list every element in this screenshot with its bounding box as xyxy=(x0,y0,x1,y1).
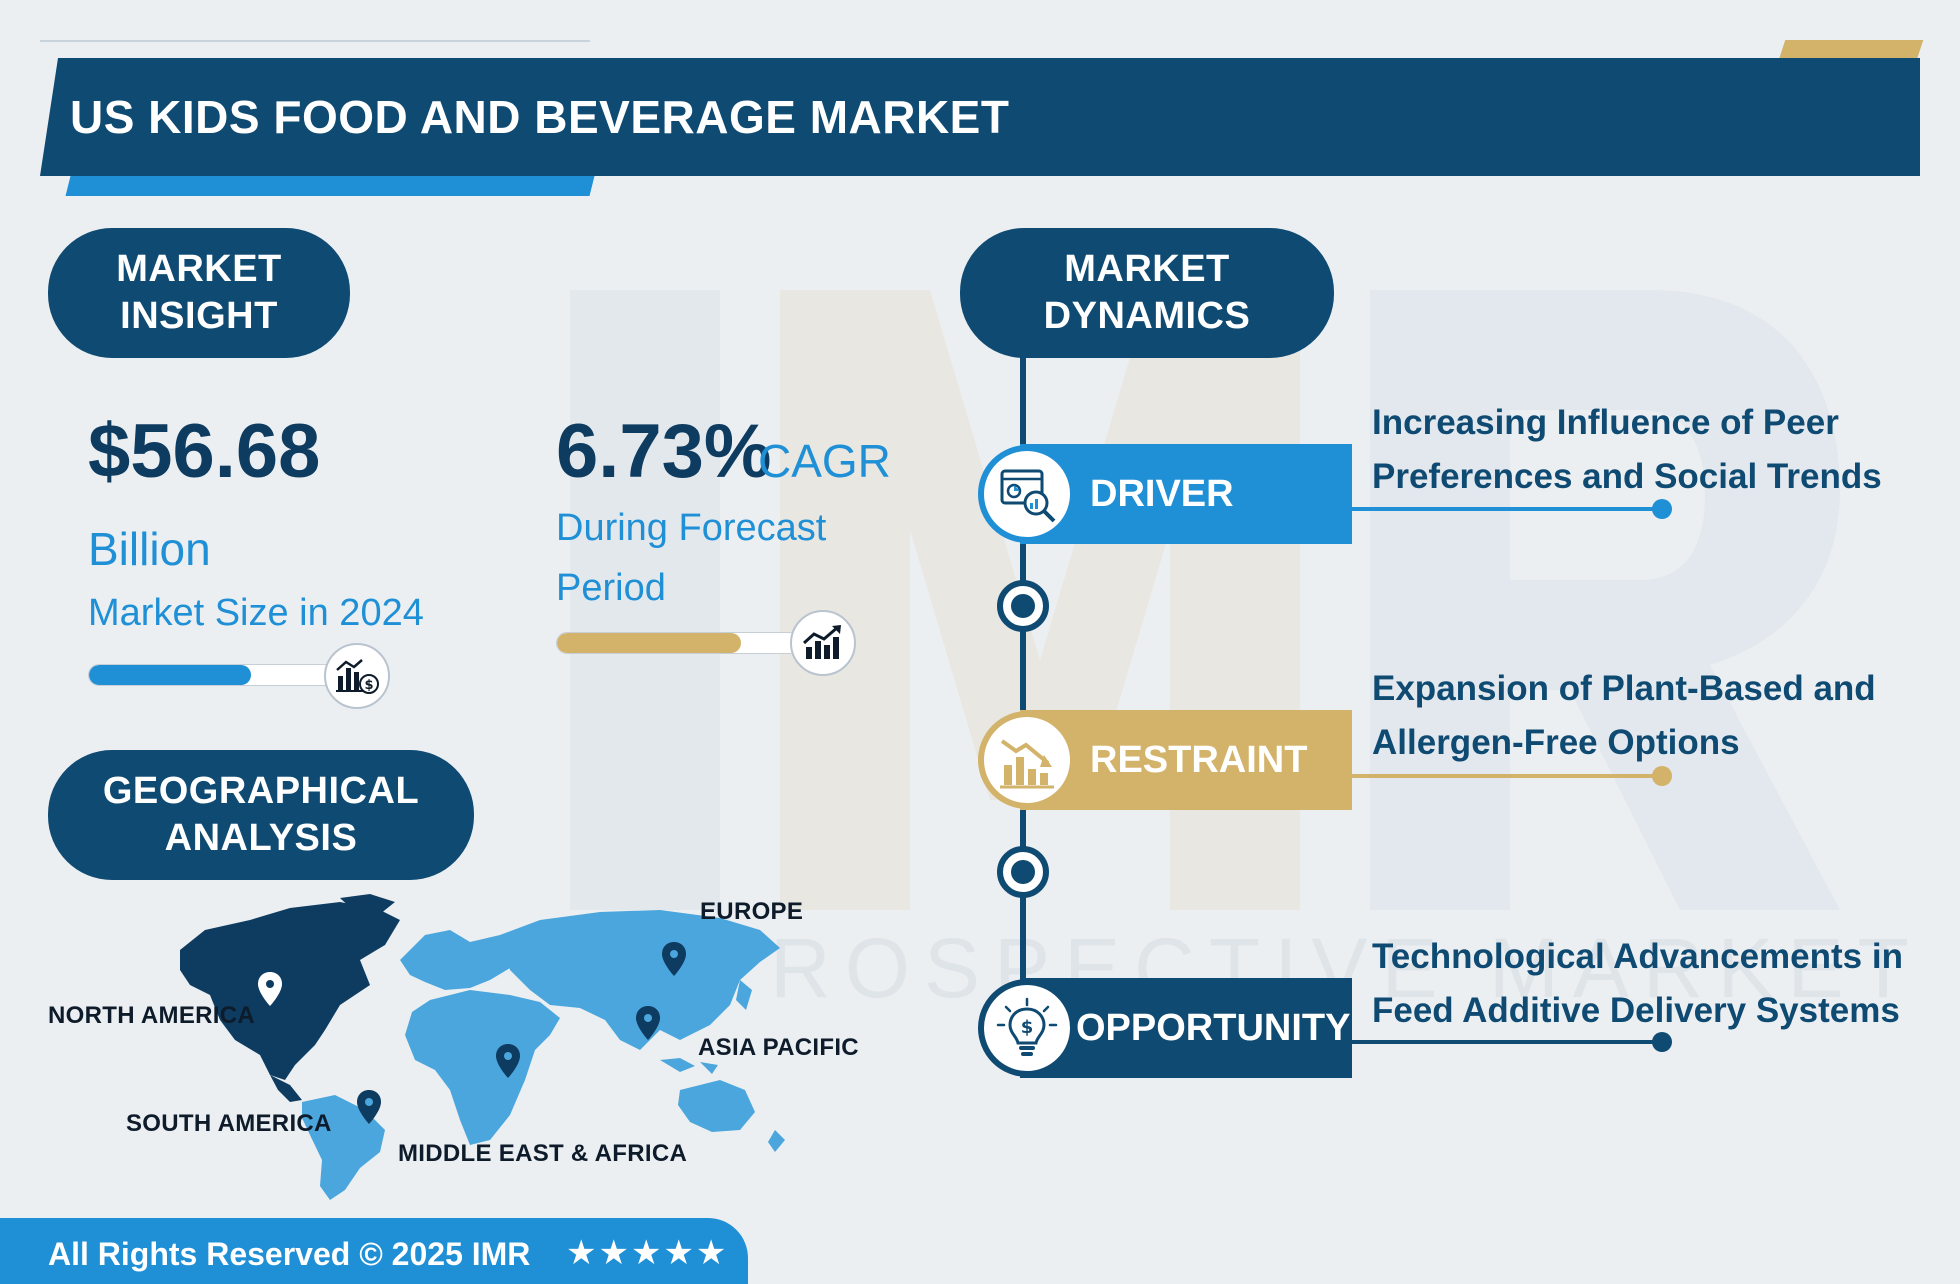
map-europe xyxy=(400,930,520,990)
cagr-value: 6.73% xyxy=(556,409,772,494)
rating-stars-icon: ★★★★★ xyxy=(566,1234,729,1272)
map-asia xyxy=(500,910,780,1050)
pin-middle-east-africa-icon xyxy=(496,1044,520,1078)
map-middle-east-africa xyxy=(405,990,560,1145)
copyright-text: All Rights Reserved © 2025 IMR xyxy=(48,1236,531,1272)
region-label-asia-pacific: ASIA PACIFIC xyxy=(698,1034,859,1061)
driver-label: DRIVER xyxy=(1090,472,1234,515)
svg-text:$: $ xyxy=(1021,1017,1034,1038)
pin-europe-icon xyxy=(662,942,686,976)
market-insight-heading-line2: INSIGHT xyxy=(120,295,278,337)
dynamics-timeline xyxy=(1020,356,1026,1056)
opportunity-connector-dot xyxy=(1652,1032,1672,1052)
region-label-europe: EUROPE xyxy=(700,898,804,925)
timeline-node xyxy=(997,580,1049,632)
pin-north-america-icon xyxy=(258,972,282,1006)
cagr-bar-fill xyxy=(557,633,741,653)
timeline-node xyxy=(997,846,1049,898)
header-blue-accent xyxy=(65,176,595,196)
map-australia xyxy=(678,1080,755,1132)
market-dynamics-heading-line2: DYNAMICS xyxy=(1043,295,1251,337)
driver-connector xyxy=(1352,507,1662,511)
region-label-north-america: NORTH AMERICA xyxy=(48,1002,255,1029)
header-gold-accent xyxy=(1778,40,1924,60)
opportunity-label: OPPORTUNITY xyxy=(1076,1006,1351,1049)
svg-text:$: $ xyxy=(364,678,373,693)
header-banner xyxy=(40,58,1920,176)
restraint-label: RESTRAINT xyxy=(1090,738,1308,781)
market-size-label: Market Size in 2024 xyxy=(88,592,424,634)
driver-connector-dot xyxy=(1652,499,1672,519)
geographical-heading-line1: GEOGRAPHICAL xyxy=(102,769,420,812)
restraint-connector xyxy=(1352,774,1662,778)
pin-south-america-icon xyxy=(357,1090,381,1124)
declining-chart-icon xyxy=(978,711,1076,809)
driver-text: Increasing Influence of Peer Preferences… xyxy=(1372,403,1882,496)
cagr-bar xyxy=(556,632,800,654)
market-insight-heading: MARKET INSIGHT xyxy=(48,228,350,358)
geographical-heading-line2: ANALYSIS xyxy=(164,817,358,859)
pin-asia-pacific-icon xyxy=(636,1006,660,1040)
restraint-connector-dot xyxy=(1652,766,1672,786)
world-map xyxy=(180,894,785,1200)
lightbulb-dollar-icon: $ xyxy=(978,979,1076,1077)
region-label-south-america: SOUTH AMERICA xyxy=(126,1110,332,1137)
restraint-text: Expansion of Plant-Based and Allergen-Fr… xyxy=(1372,669,1876,762)
money-chart-icon: $ xyxy=(324,643,390,709)
header-accent-line xyxy=(40,40,590,42)
growth-chart-icon xyxy=(790,610,856,676)
chart-magnifier-icon xyxy=(978,445,1076,543)
market-size-value: $56.68 xyxy=(88,409,321,494)
market-insight-heading-line1: MARKET xyxy=(116,247,282,290)
map-south-america xyxy=(302,1095,385,1200)
geographical-analysis-heading: GEOGRAPHICAL ANALYSIS xyxy=(48,750,474,880)
cagr-unit: CAGR xyxy=(758,435,891,487)
map-north-america xyxy=(180,902,400,1080)
market-dynamics-heading-line1: MARKET xyxy=(1064,247,1230,290)
market-size-bar-fill xyxy=(89,665,251,685)
opportunity-connector xyxy=(1352,1040,1662,1044)
market-dynamics-heading: MARKET DYNAMICS xyxy=(960,228,1334,358)
region-label-middle-east-africa: MIDDLE EAST & AFRICA xyxy=(398,1140,688,1167)
footer-bar xyxy=(0,1218,748,1284)
market-size-bar xyxy=(88,664,360,686)
opportunity-text: Technological Advancements in Feed Addit… xyxy=(1372,937,1903,1030)
page-title: US KIDS FOOD AND BEVERAGE MARKET xyxy=(70,91,1010,143)
cagr-label: During Forecast Period xyxy=(556,507,827,609)
market-size-unit: Billion xyxy=(88,523,211,575)
